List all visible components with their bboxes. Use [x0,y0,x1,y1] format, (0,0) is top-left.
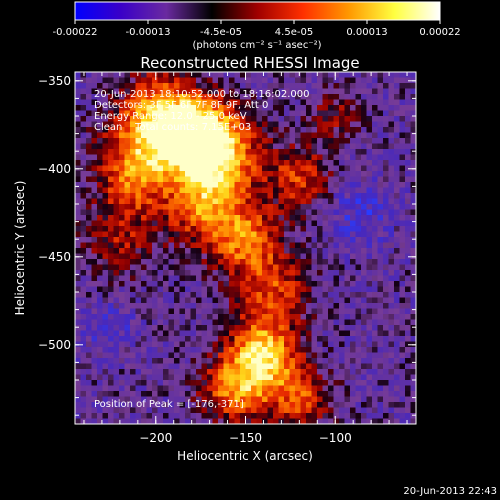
y-axis-tick-label: −500 [38,338,71,352]
colorbar-tick-label: -4.5e-05 [200,27,242,38]
chart-title: Reconstructed RHESSI Image [140,54,359,72]
y-axis-tick-label: −450 [38,250,71,264]
colorbar: -0.00022 -0.00013 -4.5e-05 4.5e-05 0.00013 0.… [53,1,461,51]
heatmap-image [75,72,416,424]
annotation-time-range: 20-Jun-2013 18:10:52.000 to 18:16:02.000 [94,89,310,100]
colorbar-tick-label: 0.00013 [346,27,387,38]
x-axis-tick-label: −100 [319,431,352,445]
colorbar-ticks: -0.00022 -0.00013 -4.5e-05 4.5e-05 0.00013 0.… [53,20,461,38]
y-axis-tick-label: −400 [38,162,71,176]
colorbar-units-label: (photons cm⁻² s⁻¹ asec⁻²) [192,40,321,51]
annotation-total-counts: Clean Total counts: 7.15E+03 [94,122,251,133]
y-axis-tick-label: −350 [38,74,71,88]
peak-position-label: Position of Peak = [-176,-371] [94,399,244,410]
colorbar-tick-label: 4.5e-05 [275,27,313,38]
y-axis-ticks: −350 −400 −450 −500 [38,74,416,416]
x-axis-ticks: −200 −150 −100 [83,72,408,445]
colorbar-tick-label: -0.00022 [53,27,98,38]
annotation-block: 20-Jun-2013 18:10:52.000 to 18:16:02.000… [94,89,310,133]
colorbar-gradient [74,1,441,21]
annotation-energy-range: Energy Range: 12.0 - 25.0 keV [94,111,247,122]
x-axis-tick-label: −150 [229,431,262,445]
x-axis-tick-label: −200 [139,431,172,445]
y-axis-label: Heliocentric Y (arcsec) [13,181,27,316]
plot-timestamp: 20-Jun-2013 22:43 [403,486,497,497]
x-axis-label: Heliocentric X (arcsec) [177,449,313,463]
colorbar-tick-label: -0.00013 [126,27,171,38]
annotation-detectors: Detectors: 3F 5F 6F 7F 8F 9F, Att 0 [94,100,268,111]
colorbar-tick-label: 0.00022 [419,27,460,38]
